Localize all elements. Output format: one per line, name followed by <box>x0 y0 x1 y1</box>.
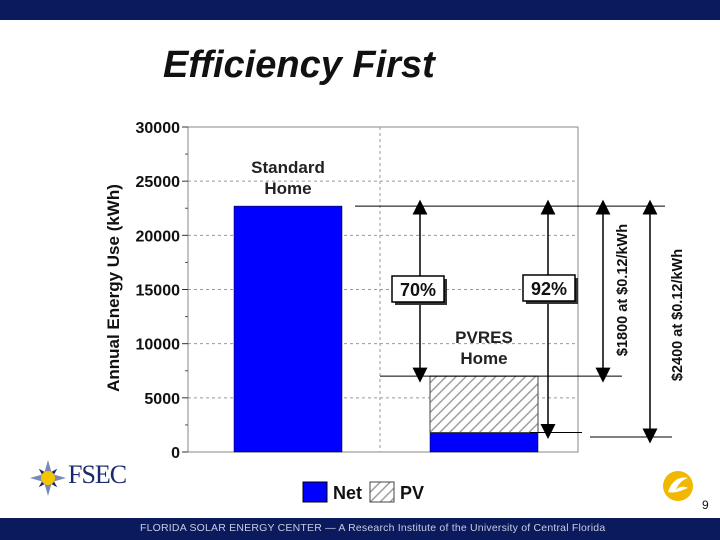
footer-text: FLORIDA SOLAR ENERGY CENTER — A Research… <box>140 522 606 534</box>
savings-2400-label: $2400 at $0.12/kWh <box>670 249 686 381</box>
y-tick-label: 30000 <box>136 120 181 137</box>
y-tick-label: 25000 <box>136 174 181 191</box>
bar-net <box>429 432 539 453</box>
top-banner <box>0 0 720 20</box>
y-tick-label: 0 <box>171 445 180 462</box>
fsec-logo-text: FSEC <box>68 460 127 489</box>
pct-92-box <box>522 274 576 302</box>
category-label: PVRES <box>455 328 513 347</box>
bar-pv <box>429 375 539 433</box>
pct-92-label: 92% <box>531 279 567 299</box>
slide-title: Efficiency First <box>163 44 435 86</box>
bar-net <box>233 205 343 453</box>
y-tick-label: 15000 <box>136 283 181 300</box>
y-tick-label: 5000 <box>144 391 180 408</box>
savings-1800-label: $1800 at $0.12/kWh <box>615 224 631 356</box>
legend-label-net: Net <box>333 483 362 503</box>
pct-70-label: 70% <box>400 280 436 300</box>
bottom-banner <box>0 518 720 540</box>
ucf-pegasus-icon <box>662 470 694 502</box>
page-number: 9 <box>702 498 709 512</box>
legend-swatch-pv <box>369 481 395 503</box>
y-axis-title: Annual Energy Use (kWh) <box>104 184 123 392</box>
y-tick-label: 20000 <box>136 228 181 245</box>
fsec-sun-icon <box>28 458 118 498</box>
pct-70-box <box>391 275 445 303</box>
category-label: Home <box>264 179 311 198</box>
y-tick-label: 10000 <box>136 337 181 354</box>
category-label: Home <box>460 349 507 368</box>
category-label: Standard <box>251 158 325 177</box>
legend-swatch-net <box>302 481 328 503</box>
legend-label-pv: PV <box>400 483 424 503</box>
